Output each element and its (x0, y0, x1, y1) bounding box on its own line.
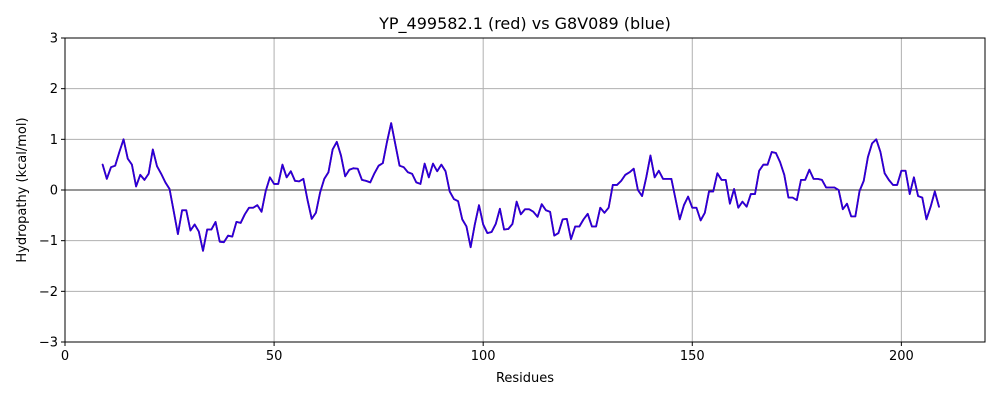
x-tick-label: 0 (61, 349, 69, 364)
series-line-red (101, 122, 940, 252)
x-tick-label: 150 (680, 349, 705, 364)
series-lines (101, 122, 940, 252)
y-tick-label: −3 (39, 336, 58, 351)
x-axis-label: Residues (496, 371, 554, 386)
x-tick-label: 200 (889, 349, 914, 364)
x-axis-ticks: 0 50 100 150 200 (61, 342, 914, 364)
y-tick-label: −1 (39, 234, 58, 249)
y-axis-label: Hydropathy (kcal/mol) (15, 117, 30, 262)
x-tick-label: 50 (266, 349, 283, 364)
y-axis-ticks: −3 −2 −1 0 1 2 3 (39, 32, 65, 351)
y-tick-label: 0 (50, 184, 58, 199)
y-tick-label: 1 (50, 133, 58, 148)
y-tick-label: 3 (50, 32, 58, 47)
series-line-blue (101, 122, 940, 252)
y-tick-label: 2 (50, 82, 58, 97)
x-tick-label: 100 (471, 349, 496, 364)
chart-title: YP_499582.1 (red) vs G8V089 (blue) (378, 14, 671, 34)
y-tick-label: −2 (39, 285, 58, 300)
